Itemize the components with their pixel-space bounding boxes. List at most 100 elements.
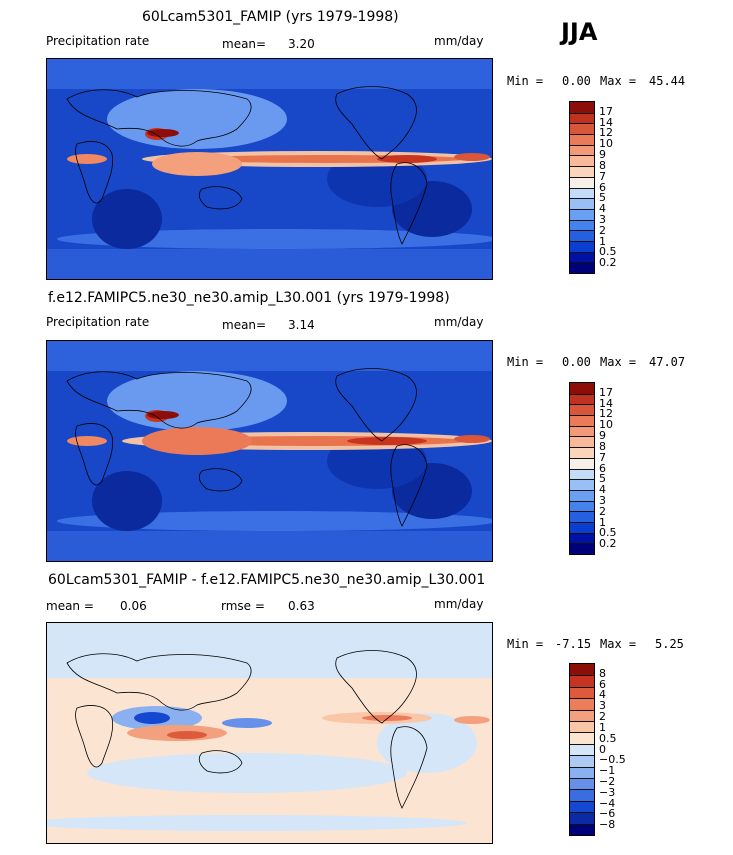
colorbar-swatch [570,219,594,231]
colorbar-swatch [570,532,594,544]
colorbar-tick-label: 3 [599,212,606,226]
colorbar-tick-label: 7 [599,450,606,464]
colorbar-swatch [570,166,594,177]
panel3-min-label: Min = [507,637,544,651]
panel1-arctic-band [47,59,492,89]
colorbar-tick-label: 1 [599,234,606,248]
panel2-africa-outline [75,423,114,486]
panel2-maritime [142,427,252,455]
colorbar-tick-label: 3 [599,699,606,713]
panel1-max-label: Max = [600,74,637,88]
colorbar-tick-label: 8 [599,439,606,453]
panel2-max-value: 47.07 [649,355,686,369]
colorbar-tick-label: 7 [599,169,606,183]
colorbar-swatch [570,436,594,448]
colorbar-tick-label: 2 [599,710,606,724]
panel3-north-band [47,623,492,678]
panel2-australia-outline [198,468,243,492]
panel1-variable: Precipitation rate [46,34,150,48]
colorbar-tick-label: 2 [599,504,606,518]
colorbar-tick-label: 8 [599,158,606,172]
panel1-storm-track [57,229,492,249]
panel1-min-label: Min = [507,74,544,88]
colorbar-swatch [570,511,594,522]
colorbar-swatch [570,144,594,156]
season-label: JJA [561,18,598,46]
colorbar-tick-label: 8 [599,666,606,680]
panel3-rmse-value: 0.63 [288,599,315,613]
colorbar-tick-label: 4 [599,483,606,497]
colorbar-swatch [570,789,594,801]
colorbar-swatch [570,521,594,533]
colorbar-swatch [570,543,594,554]
colorbar-tick-label: −4 [599,796,616,810]
colorbar-swatch [570,415,594,426]
colorbar-tick-label: −1 [599,764,616,778]
panel3-mean-label: mean = [46,599,94,613]
panel3-eurasia-outline [66,653,252,711]
colorbar-swatch [570,134,594,145]
colorbar-tick-label: −8 [599,818,616,832]
colorbar-tick-label: 6 [599,180,606,194]
panel2-southern-band [47,531,492,561]
panel1-colorbar [569,101,595,274]
panel2-colorbar [569,382,595,555]
colorbar-tick-label: 0 [599,742,606,756]
panel1-itcz-core [377,155,437,163]
panel2-asia-region [107,371,287,431]
panel3-mean-value: 0.06 [120,599,147,613]
panel2-samerica-outline [390,444,428,527]
colorbar-tick-label: 14 [599,115,613,129]
panel3-pos-itcz-core [362,715,412,721]
colorbar-swatch [570,743,594,756]
colorbar-tick-label: 9 [599,429,606,443]
panel1-africa-rain [67,154,107,164]
panel1-asia-region [107,89,287,149]
panel1-title: 60Lcam5301_FAMIP (yrs 1979-1998) [142,9,399,25]
colorbar-tick-label: 4 [599,688,606,702]
colorbar-swatch [570,686,594,699]
colorbar-swatch [570,240,594,252]
panel1-australia-outline [198,186,243,210]
colorbar-swatch [570,457,594,469]
panel3-map [46,622,493,844]
panel3-epac-anomaly [377,713,477,773]
panel3-map-svg [47,623,492,843]
panel1-maritime [152,152,242,176]
colorbar-tick-label: 0.5 [599,245,617,259]
colorbar-swatch [570,766,594,778]
colorbar-tick-label: 12 [599,407,613,421]
colorbar-swatch [570,198,594,209]
panel3-min-value: -7.15 [555,637,592,651]
panel1-mean-label: mean= [222,37,267,51]
panel1-africa-outline [75,141,114,204]
colorbar-tick-label: 10 [599,418,613,432]
colorbar-tick-label: 0.2 [599,256,617,270]
panel1-map [46,58,493,280]
panel2-africa-rain [67,436,107,446]
colorbar-swatch [570,383,594,394]
colorbar-tick-label: 2 [599,223,606,237]
panel2-min-value: 0.00 [562,355,591,369]
colorbar-swatch [570,664,594,676]
colorbar-tick-label: 9 [599,148,606,162]
panel2-variable: Precipitation rate [46,315,150,329]
colorbar-swatch [570,112,594,124]
panel2-eurasia-outline [66,371,252,429]
panel1-max-value: 45.44 [649,74,686,88]
panel2-mean-value: 3.14 [288,318,315,332]
colorbar-swatch [570,500,594,512]
panel3-max-value: 5.25 [655,637,684,651]
colorbar-tick-label: 3 [599,493,606,507]
panel2-min-label: Min = [507,355,544,369]
colorbar-swatch [570,489,594,501]
panel3-africa-outline [75,705,114,768]
colorbar-tick-label: 4 [599,202,606,216]
colorbar-tick-label: 5 [599,472,606,486]
colorbar-swatch [570,812,594,824]
colorbar-swatch [570,823,594,835]
panel1-atl-itcz [454,153,490,161]
panel1-south-atl-dry [92,189,162,249]
colorbar-swatch [570,800,594,813]
panel2-atl-itcz [454,435,490,443]
